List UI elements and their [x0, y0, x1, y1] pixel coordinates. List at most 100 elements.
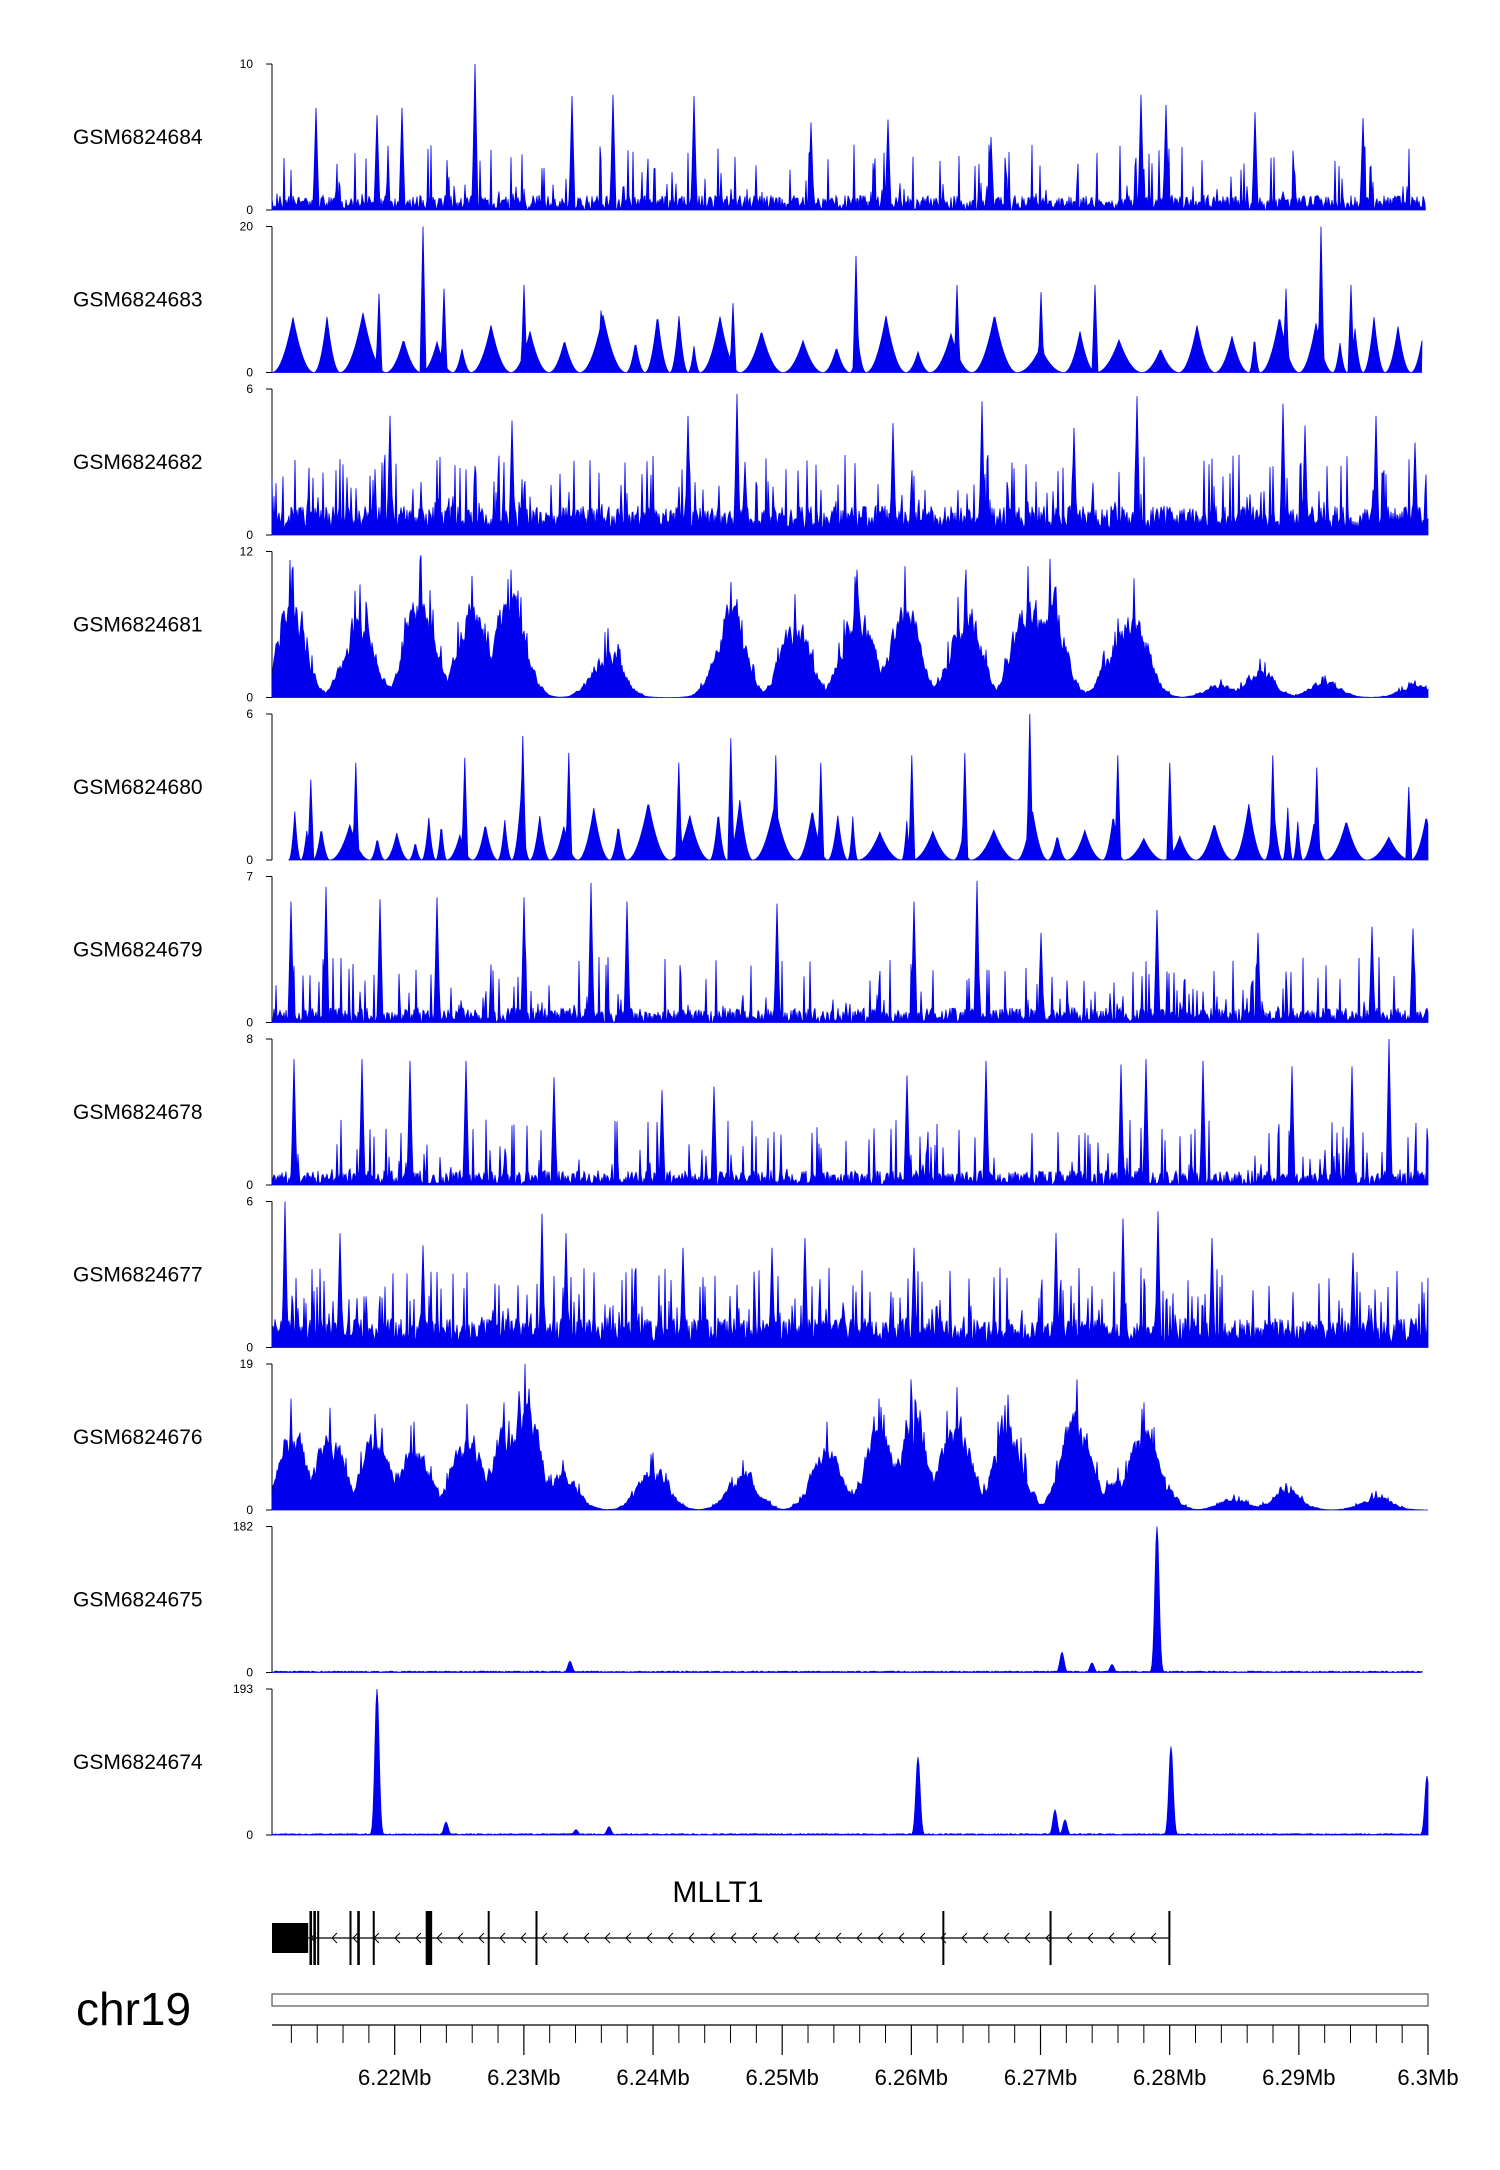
- track-label: GSM6824677: [73, 1264, 203, 1287]
- coverage-area: [271, 63, 1426, 212]
- coverage-area: [271, 1363, 1428, 1511]
- chromosome-label: chr19: [76, 1983, 191, 2035]
- strand-arrow: [583, 1932, 590, 1944]
- y-max-label: 20: [240, 220, 254, 234]
- track-label: GSM6824675: [73, 1589, 203, 1612]
- tick-label: 6.29Mb: [1262, 2065, 1335, 2090]
- track-label: GSM6824682: [73, 451, 203, 474]
- coverage-area: [271, 1201, 1429, 1348]
- exon: [372, 1911, 375, 1965]
- track-GSM6824684: GSM6824684 10 0: [73, 57, 1426, 217]
- track-GSM6824674: GSM6824674 193 0: [73, 1682, 1429, 1842]
- y-max-label: 182: [233, 1520, 253, 1534]
- coverage-area: [271, 555, 1429, 698]
- y-min-label: 0: [246, 1666, 253, 1680]
- strand-arrow: [646, 1932, 653, 1944]
- y-min-label: 0: [246, 203, 253, 217]
- track-GSM6824681: GSM6824681 12 0: [73, 545, 1429, 705]
- exon: [309, 1911, 313, 1965]
- track-label: GSM6824674: [73, 1751, 203, 1774]
- strand-arrow: [457, 1932, 464, 1944]
- y-max-label: 10: [240, 57, 254, 71]
- track-label: GSM6824676: [73, 1426, 203, 1449]
- exon: [487, 1911, 490, 1965]
- track-GSM6824679: GSM6824679 7 0: [73, 870, 1429, 1030]
- strand-arrow: [604, 1932, 611, 1944]
- strand-arrow: [898, 1932, 905, 1944]
- strand-arrow: [415, 1932, 422, 1944]
- y-max-label: 6: [246, 1195, 253, 1209]
- strand-arrow: [331, 1932, 338, 1944]
- tick-label: 6.28Mb: [1133, 2065, 1206, 2090]
- tick-label: 6.24Mb: [616, 2065, 689, 2090]
- strand-arrow: [1150, 1932, 1157, 1944]
- strand-arrow: [1003, 1932, 1010, 1944]
- strand-arrow: [730, 1932, 737, 1944]
- track-GSM6824682: GSM6824682 6 0: [73, 382, 1429, 542]
- y-max-label: 19: [240, 1357, 254, 1371]
- gene-annotation-track: MLLT1: [272, 1876, 1171, 1965]
- tick-label: 6.27Mb: [1004, 2065, 1077, 2090]
- strand-arrow: [1087, 1932, 1094, 1944]
- strand-arrow: [688, 1932, 695, 1944]
- coverage-area: [271, 880, 1429, 1024]
- strand-arrow: [394, 1932, 401, 1944]
- coverage-tracks: GSM6824684100GSM6824683200GSM682468260GS…: [73, 57, 1429, 1842]
- strand-arrow: [478, 1932, 485, 1944]
- track-GSM6824676: GSM6824676 19 0: [73, 1357, 1428, 1517]
- track-label: GSM6824683: [73, 289, 203, 312]
- strand-arrow: [856, 1932, 863, 1944]
- strand-arrow: [352, 1932, 359, 1944]
- y-min-label: 0: [246, 1178, 253, 1192]
- y-min-label: 0: [246, 853, 253, 867]
- y-max-label: 12: [240, 545, 254, 559]
- strand-arrow: [1129, 1932, 1136, 1944]
- tick-label: 6.22Mb: [358, 2065, 431, 2090]
- coverage-area: [287, 713, 1429, 861]
- track-label: GSM6824681: [73, 614, 203, 637]
- coverage-area: [271, 393, 1429, 536]
- tick-label: 6.3Mb: [1397, 2065, 1458, 2090]
- track-label: GSM6824684: [73, 126, 203, 149]
- strand-arrow: [877, 1932, 884, 1944]
- exon: [425, 1911, 433, 1965]
- strand-arrow: [436, 1932, 443, 1944]
- track-GSM6824675: GSM6824675 182 0: [73, 1520, 1423, 1680]
- strand-arrow: [520, 1932, 527, 1944]
- strand-arrow: [961, 1932, 968, 1944]
- gene-MLLT1: MLLT1: [272, 1876, 1171, 1965]
- exon: [942, 1911, 945, 1965]
- y-max-label: 6: [246, 707, 253, 721]
- strand-arrow: [919, 1932, 926, 1944]
- genome-axis: 6.22Mb 6.23Mb 6.24Mb 6.25Mb 6.26Mb 6.27Mb 6.28…: [272, 2024, 1459, 2090]
- y-max-label: 6: [246, 382, 253, 396]
- strand-arrow: [793, 1932, 800, 1944]
- strand-arrow: [562, 1932, 569, 1944]
- coverage-area: [271, 1526, 1423, 1673]
- strand-arrow: [625, 1932, 632, 1944]
- exon: [1049, 1911, 1052, 1965]
- tick-label: 6.25Mb: [745, 2065, 818, 2090]
- strand-arrow: [1108, 1932, 1115, 1944]
- strand-arrow: [1024, 1932, 1031, 1944]
- coverage-area: [271, 1038, 1429, 1187]
- exon: [357, 1911, 360, 1965]
- track-GSM6824680: GSM6824680 6 0: [73, 707, 1429, 867]
- y-max-label: 8: [246, 1032, 253, 1046]
- track-label: GSM6824678: [73, 1101, 203, 1124]
- strand-arrow: [982, 1932, 989, 1944]
- track-label: GSM6824679: [73, 939, 203, 962]
- chromosome-ideogram: chr19: [76, 1983, 1429, 2035]
- y-min-label: 0: [246, 1016, 253, 1030]
- strand-arrow: [835, 1932, 842, 1944]
- coverage-area: [271, 1688, 1429, 1836]
- y-min-label: 0: [246, 1341, 253, 1355]
- y-min-label: 0: [246, 691, 253, 705]
- y-max-label: 7: [246, 870, 253, 884]
- y-min-label: 0: [246, 366, 253, 380]
- y-max-label: 193: [233, 1682, 253, 1696]
- strand-arrow: [751, 1932, 758, 1944]
- track-GSM6824677: GSM6824677 6 0: [73, 1195, 1429, 1355]
- track-GSM6824678: GSM6824678 8 0: [73, 1032, 1429, 1192]
